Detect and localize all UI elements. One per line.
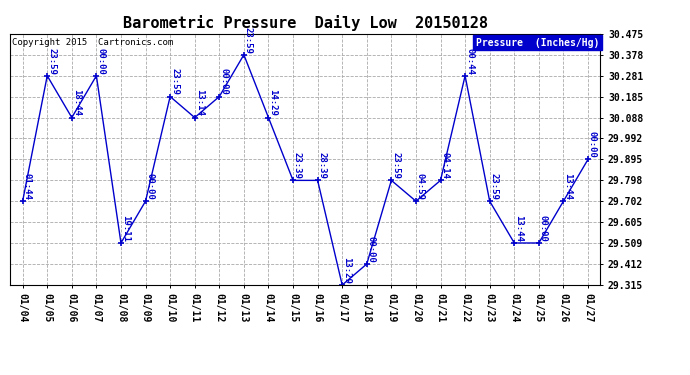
Text: 28:39: 28:39 [317, 152, 326, 179]
Text: 19:11: 19:11 [121, 215, 130, 242]
Text: 04:59: 04:59 [416, 173, 425, 200]
Text: 23:59: 23:59 [490, 173, 499, 200]
Text: 00:00: 00:00 [366, 236, 375, 263]
Text: 23:59: 23:59 [244, 27, 253, 54]
Text: 00:00: 00:00 [146, 173, 155, 200]
Text: Pressure  (Inches/Hg): Pressure (Inches/Hg) [475, 38, 599, 48]
Text: 00:00: 00:00 [219, 68, 228, 95]
Text: 23:59: 23:59 [47, 48, 56, 75]
Text: 13:29: 13:29 [342, 257, 351, 284]
Text: 00:00: 00:00 [539, 215, 548, 242]
Text: Copyright 2015  Cartronics.com: Copyright 2015 Cartronics.com [12, 38, 172, 46]
Text: 01:44: 01:44 [23, 173, 32, 200]
Text: 13:14: 13:14 [195, 90, 204, 116]
Text: 00:00: 00:00 [97, 48, 106, 75]
Text: 23:39: 23:39 [293, 152, 302, 179]
Text: 13:44: 13:44 [514, 215, 523, 242]
Text: 00:00: 00:00 [588, 131, 597, 158]
Text: 23:59: 23:59 [170, 68, 179, 95]
Text: 04:14: 04:14 [440, 152, 449, 179]
Title: Barometric Pressure  Daily Low  20150128: Barometric Pressure Daily Low 20150128 [123, 15, 488, 31]
Text: 13:44: 13:44 [563, 173, 572, 200]
Text: 14:29: 14:29 [268, 90, 277, 116]
Text: 00:44: 00:44 [465, 48, 474, 75]
Text: 18:44: 18:44 [72, 90, 81, 116]
Text: 23:59: 23:59 [391, 152, 400, 179]
